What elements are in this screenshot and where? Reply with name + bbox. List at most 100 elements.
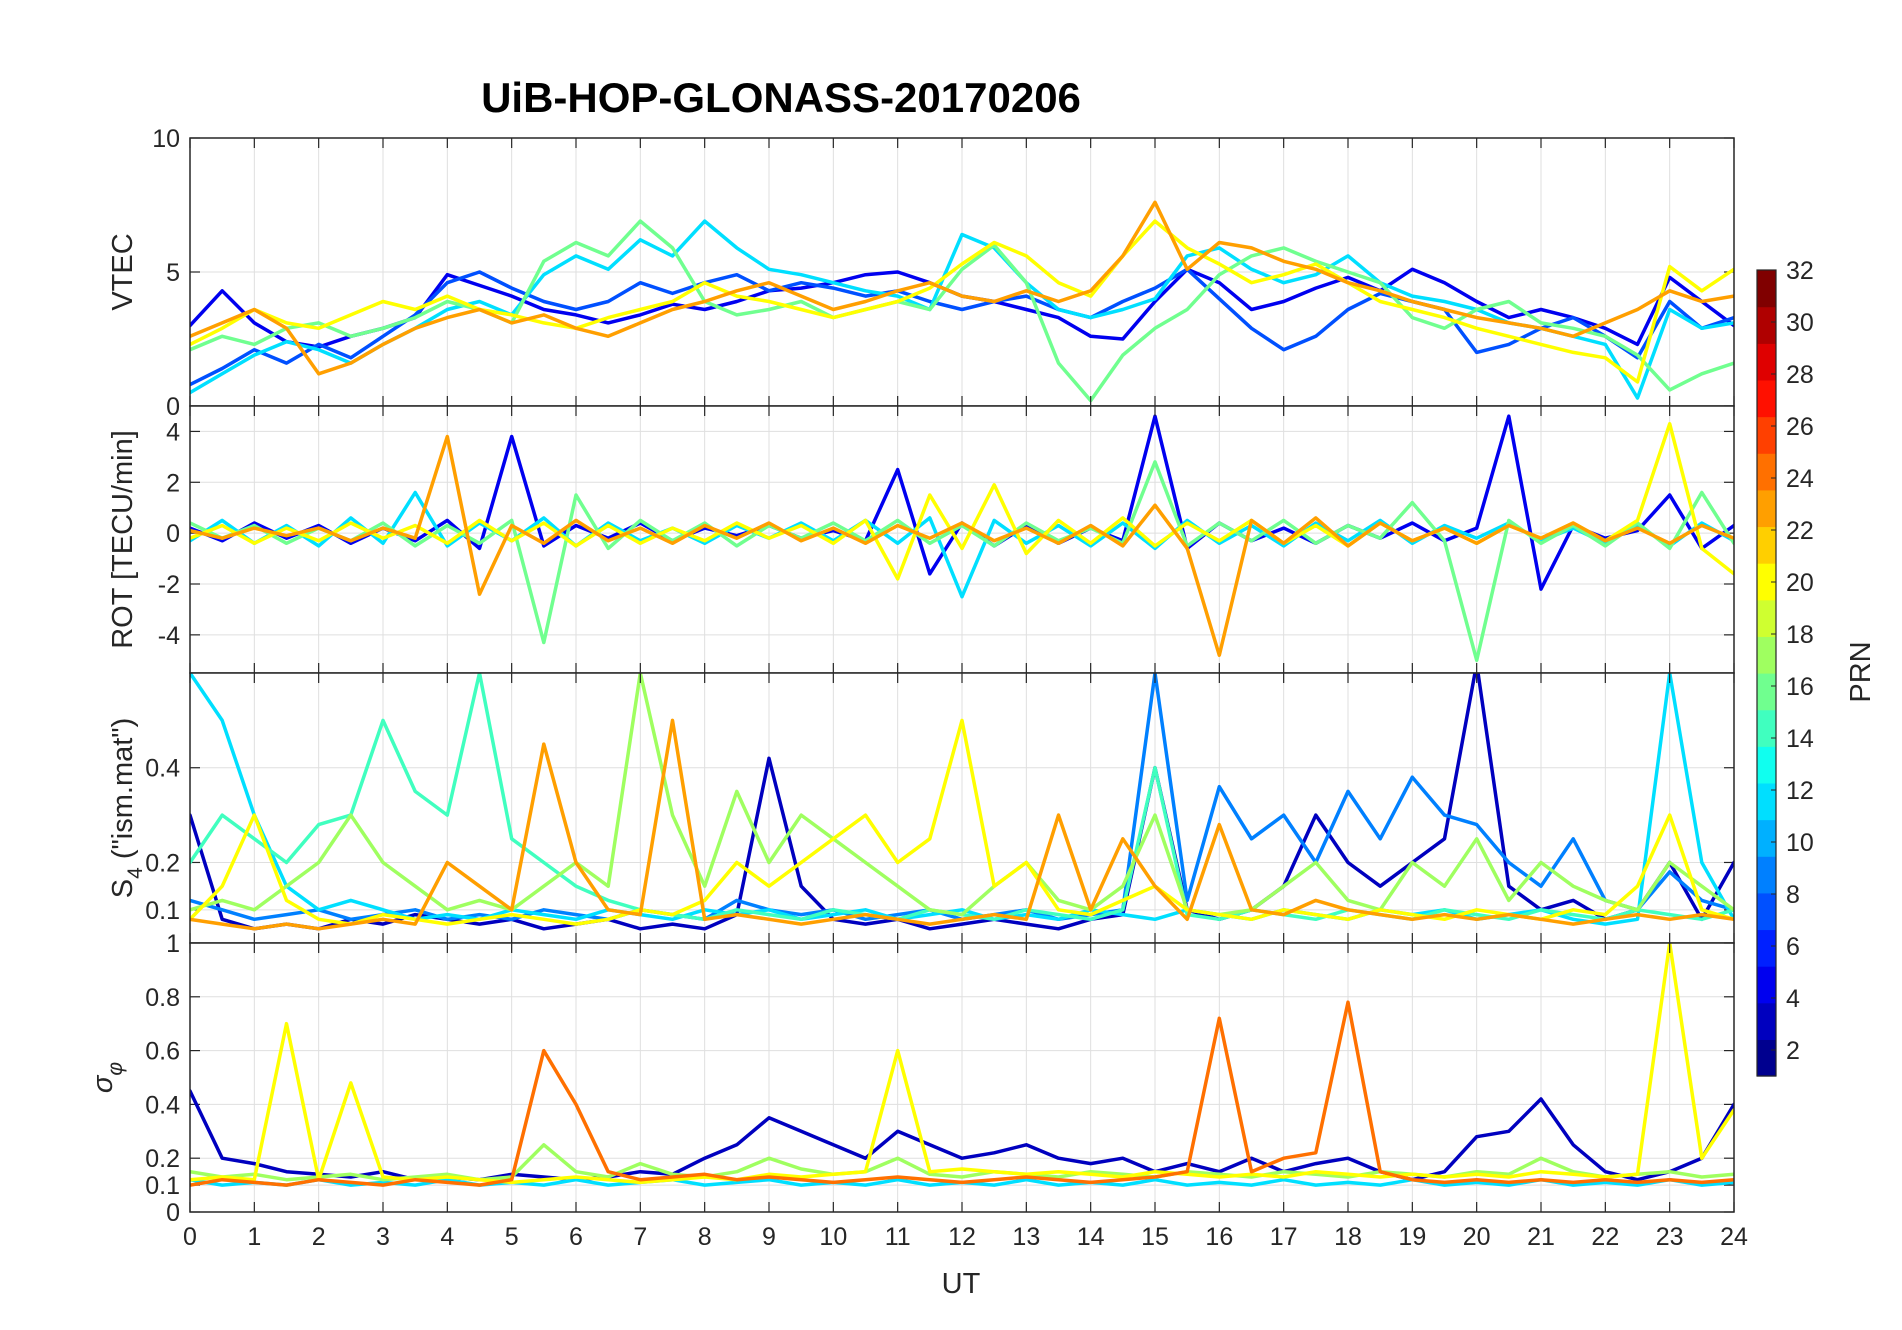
- x-axis: 0 1 2 3 4 5 6 7 8 9 10 11 12 13 14 15 16 17 18 19 20 21 22 23 24: [183, 1223, 1748, 1251]
- x-tick-label: 19: [1398, 1223, 1426, 1251]
- colorbar-tick-label: 12: [1786, 777, 1814, 805]
- vtec-ytick-label: 5: [166, 259, 180, 287]
- x-tick-label: 4: [440, 1223, 454, 1251]
- chart-title: UiB-HOP-GLONASS-20170206: [481, 74, 1081, 121]
- colorbar-segment: [1757, 1039, 1776, 1077]
- s4-series-line: [190, 673, 1734, 917]
- sigma-phi-ytick-label: 0.6: [145, 1038, 180, 1066]
- colorbar-segment: [1757, 636, 1776, 674]
- x-tick-label: 2: [312, 1223, 326, 1251]
- x-tick-label: 17: [1270, 1223, 1298, 1251]
- s4-ylabel-main: S: [107, 879, 139, 898]
- colorbar-tick-label: 18: [1786, 621, 1814, 649]
- x-tick-label: 15: [1141, 1223, 1169, 1251]
- x-tick-label: 22: [1591, 1223, 1619, 1251]
- colorbar-tick-label: 10: [1786, 829, 1814, 857]
- x-tick-label: 13: [1012, 1223, 1040, 1251]
- rot-ytick-label: 0: [166, 520, 180, 548]
- s4-ytick-label: 0.4: [145, 755, 180, 783]
- sigma-phi-ytick-label: 0.2: [145, 1145, 180, 1173]
- x-axis-label: UT: [942, 1268, 981, 1300]
- sigma-phi-ytick-label: 0: [166, 1199, 180, 1227]
- x-tick-label: 3: [376, 1223, 390, 1251]
- sigma-phi-panel: 00.10.2 0.4 0.6 0.8 1 σφ: [87, 930, 1735, 1227]
- colorbar-tick-label: 14: [1786, 725, 1814, 753]
- s4-ytick-label: 0.2: [145, 849, 180, 877]
- vtec-series-line: [190, 267, 1734, 387]
- colorbar-segment: [1757, 746, 1776, 784]
- x-tick-label: 23: [1656, 1223, 1684, 1251]
- x-tick-label: 24: [1720, 1223, 1748, 1251]
- colorbar-segment: [1757, 453, 1776, 491]
- colorbar-segment: [1757, 306, 1776, 344]
- rot-series-line: [190, 460, 1734, 663]
- vtec-ylabel: VTEC: [107, 233, 139, 310]
- colorbar-segment: [1757, 709, 1776, 747]
- colorbar-segment: [1757, 270, 1776, 308]
- vtec-ytick-label: 10: [152, 125, 180, 153]
- colorbar-segment: [1757, 819, 1776, 857]
- colorbar-tick-label: 2: [1786, 1037, 1800, 1065]
- x-tick-label: 14: [1077, 1223, 1105, 1251]
- x-tick-label: 1: [247, 1223, 261, 1251]
- s4-series-line: [190, 718, 1734, 931]
- rot-series-line: [190, 490, 1734, 599]
- colorbar-tick-label: 4: [1786, 985, 1800, 1013]
- colorbar-segment: [1757, 856, 1776, 894]
- vtec-series-line: [190, 219, 1734, 384]
- x-tick-label: 8: [698, 1223, 712, 1251]
- colorbar-frame: [1756, 269, 1777, 1077]
- colorbar-tick-label: 28: [1786, 361, 1814, 389]
- colorbar-tick-label: 26: [1786, 413, 1814, 441]
- colorbar-tick-label: 20: [1786, 569, 1814, 597]
- colorbar-tick-label: 32: [1786, 257, 1814, 285]
- x-tick-label: 18: [1334, 1223, 1362, 1251]
- colorbar-segment: [1757, 343, 1776, 381]
- sigma-phi-series-line: [190, 1143, 1734, 1182]
- colorbar-segment: [1757, 929, 1776, 967]
- colorbar-segment: [1757, 563, 1776, 601]
- rot-ytick-label: -4: [158, 622, 180, 650]
- colorbar-segment: [1757, 1002, 1776, 1040]
- vtec-series-line: [190, 200, 1734, 376]
- colorbar-tick-label: 24: [1786, 465, 1814, 493]
- x-tick-label: 10: [819, 1223, 847, 1251]
- x-tick-label: 11: [885, 1223, 911, 1251]
- sigma-phi-frame: [189, 942, 1735, 1213]
- colorbar-tick-label: 30: [1786, 309, 1814, 337]
- s4-ytick-label: 0.1: [145, 897, 180, 925]
- rot-series-group: [190, 414, 1734, 663]
- x-tick-label: 16: [1205, 1223, 1233, 1251]
- s4-ylabel: S4 ("ism.mat"): [107, 718, 147, 899]
- sigma-phi-series-line: [190, 943, 1734, 1185]
- colorbar-label: PRN: [1845, 641, 1877, 702]
- rot-series-line: [190, 434, 1734, 657]
- vtec-panel: 0 5 10 VTEC: [107, 125, 1735, 421]
- sigma-phi-ylabel-main: σ: [87, 1074, 119, 1093]
- colorbar-segment: [1757, 416, 1776, 454]
- s4-series-line: [190, 718, 1734, 926]
- sigma-phi-series-group: [190, 943, 1734, 1187]
- x-tick-label: 0: [183, 1223, 197, 1251]
- s4-series-group: [190, 673, 1734, 931]
- s4-ylabel-sub: 4: [124, 867, 147, 879]
- sigma-phi-ylabel-sub: φ: [104, 1062, 127, 1076]
- sigma-phi-ytick-label: 0.4: [145, 1091, 180, 1119]
- x-tick-label: 20: [1463, 1223, 1491, 1251]
- s4-ylabel-rest: ("ism.mat"): [107, 718, 139, 867]
- s4-panel: 0.10.20.4S4 ("ism.mat"): [107, 672, 1735, 944]
- x-tick-label: 6: [569, 1223, 583, 1251]
- sigma-phi-ytick-label: 1: [166, 930, 180, 958]
- colorbar-tick-label: 8: [1786, 881, 1800, 909]
- sigma-phi-ytick-label: 0.8: [145, 984, 180, 1012]
- vtec-ytick-label: 0: [166, 393, 180, 421]
- sigma-phi-ytick-label: 0.1: [145, 1172, 180, 1200]
- colorbar-tick-label: 6: [1786, 933, 1800, 961]
- colorbar-segment: [1757, 379, 1776, 418]
- colorbar-segment: [1757, 966, 1776, 1004]
- colorbar-segment: [1757, 892, 1776, 931]
- x-tick-label: 9: [762, 1223, 776, 1251]
- rot-ytick-label: -2: [158, 571, 180, 599]
